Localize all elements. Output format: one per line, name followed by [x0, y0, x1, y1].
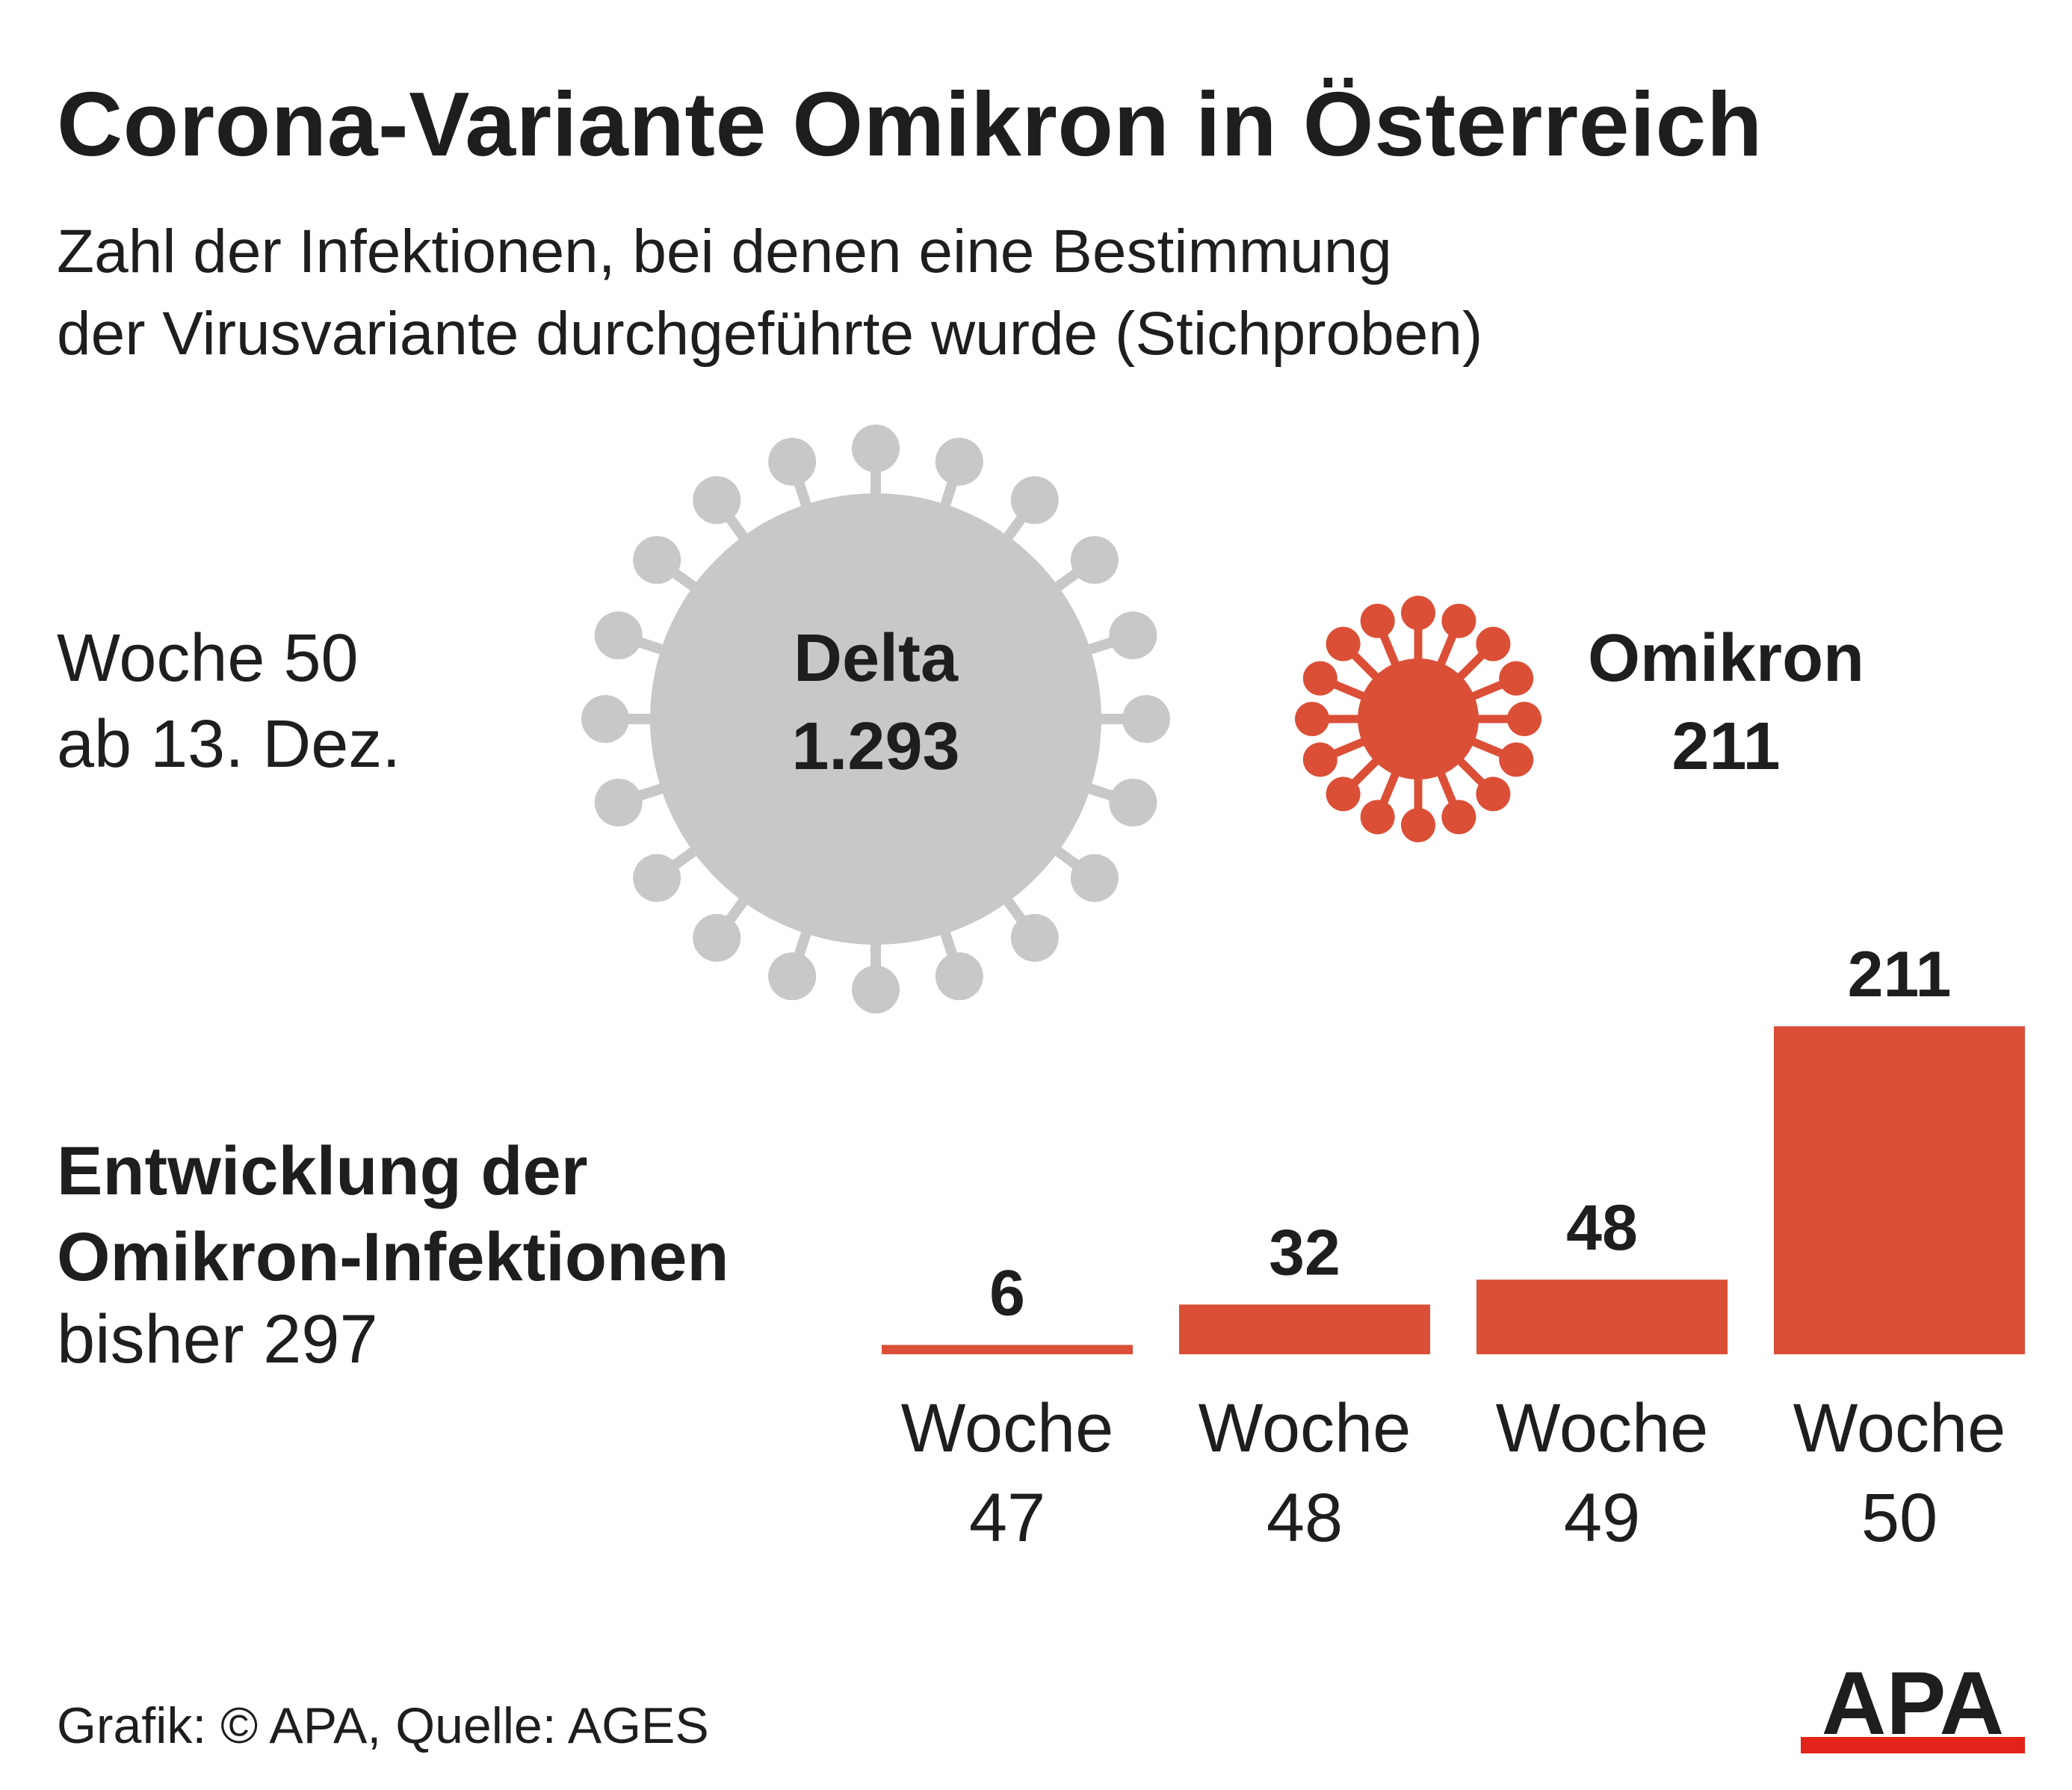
delta-virus-spike-knob — [1010, 913, 1059, 962]
omikron-virus-icon — [1295, 596, 1541, 842]
x-tick-label-number: 48 — [1267, 1480, 1343, 1556]
omikron-virus-spike-knob — [1499, 661, 1534, 696]
delta-virus-spike-knob — [594, 611, 643, 660]
bar — [1179, 1304, 1430, 1354]
delta-virus-spike-knob — [768, 437, 817, 486]
delta-virus-body — [650, 493, 1101, 945]
omikron-virus-spike-knob — [1476, 777, 1511, 812]
omikron-virus-spike-knob — [1476, 626, 1511, 661]
x-tick-label-number: 47 — [969, 1480, 1045, 1556]
delta-virus-spike-knob — [852, 425, 900, 472]
bar-chart: 6 Woche 47 32 Woche 48 48 Woche 49 211 Woche 50 — [882, 939, 2025, 1556]
delta-virus-spike-knob — [693, 476, 741, 525]
delta-virus-spike-knob — [768, 952, 817, 1001]
week-date-label: ab 13. Dez. — [57, 707, 401, 782]
source-footer: Grafik: © APA, Quelle: AGES — [57, 1697, 709, 1754]
omikron-virus-spike-knob — [1360, 800, 1395, 835]
delta-virus-icon — [581, 425, 1170, 1013]
omikron-virus-spike-knob — [1401, 596, 1435, 630]
development-total: bisher 297 — [57, 1301, 378, 1377]
delta-virus-spike-knob — [1070, 536, 1119, 584]
development-heading-1: Entwicklung der — [57, 1133, 588, 1209]
week-label: Woche 50 — [57, 621, 359, 696]
omikron-name: Omikron — [1587, 621, 1865, 696]
x-tick-label-number: 50 — [1861, 1480, 1938, 1556]
bar — [882, 1345, 1133, 1354]
apa-logo-bar — [1801, 1737, 2025, 1753]
omikron-virus-spike-knob — [1441, 800, 1476, 835]
delta-virus-spike-knob — [581, 695, 629, 743]
omikron-virus-spike-knob — [1401, 808, 1435, 842]
apa-logo: APA — [1801, 1659, 2025, 1753]
omikron-value: 211 — [1671, 709, 1781, 784]
omikron-virus-spike-knob — [1441, 603, 1476, 638]
omikron-virus-body — [1358, 658, 1479, 780]
delta-virus-spike-knob — [1109, 778, 1157, 827]
bar — [1774, 1026, 2025, 1354]
bar-value-label: 32 — [1269, 1217, 1340, 1289]
delta-virus-spike-knob — [1109, 611, 1157, 660]
omikron-virus-spike-knob — [1295, 702, 1329, 736]
delta-virus-spike-knob — [594, 778, 643, 827]
subtitle-line-2: der Virusvariante durchgeführte wurde (S… — [57, 300, 1483, 368]
bar-value-label: 6 — [989, 1258, 1025, 1330]
subtitle-line-1: Zahl der Infektionen, bei denen eine Bes… — [57, 217, 1392, 286]
omikron-virus-spike-knob — [1302, 742, 1337, 777]
omikron-virus-spike-knob — [1302, 661, 1337, 696]
delta-virus-spike-knob — [633, 854, 681, 902]
x-tick-label: Woche — [1793, 1390, 2006, 1466]
delta-virus-spike-knob — [852, 966, 900, 1013]
development-heading-2: Omikron-Infektionen — [57, 1219, 729, 1295]
delta-virus-spike-knob — [1010, 476, 1059, 525]
omikron-virus-spike-knob — [1326, 777, 1361, 812]
delta-virus-spike-knob — [633, 536, 681, 584]
delta-virus-spike-knob — [693, 913, 741, 962]
chart-title: Corona-Variante Omikron in Österreich — [57, 73, 1763, 175]
delta-virus-spike-knob — [935, 952, 983, 1001]
bar-value-label: 48 — [1566, 1192, 1638, 1264]
delta-virus-spike-knob — [1122, 695, 1170, 743]
x-tick-label: Woche — [901, 1390, 1114, 1466]
omikron-virus-spike-knob — [1507, 702, 1541, 736]
omikron-virus-spike-knob — [1326, 626, 1361, 661]
omikron-virus-spike-knob — [1499, 742, 1534, 777]
bar — [1476, 1280, 1728, 1354]
delta-value: 1.293 — [791, 709, 960, 784]
bar-value-label: 211 — [1848, 939, 1952, 1010]
delta-virus-spike-knob — [935, 437, 983, 486]
delta-name: Delta — [793, 621, 959, 696]
delta-virus-spike-knob — [1070, 854, 1119, 902]
x-tick-label-number: 49 — [1564, 1480, 1640, 1556]
x-tick-label: Woche — [1199, 1390, 1411, 1466]
x-tick-label: Woche — [1496, 1390, 1709, 1466]
omikron-virus-spike-knob — [1360, 603, 1395, 638]
